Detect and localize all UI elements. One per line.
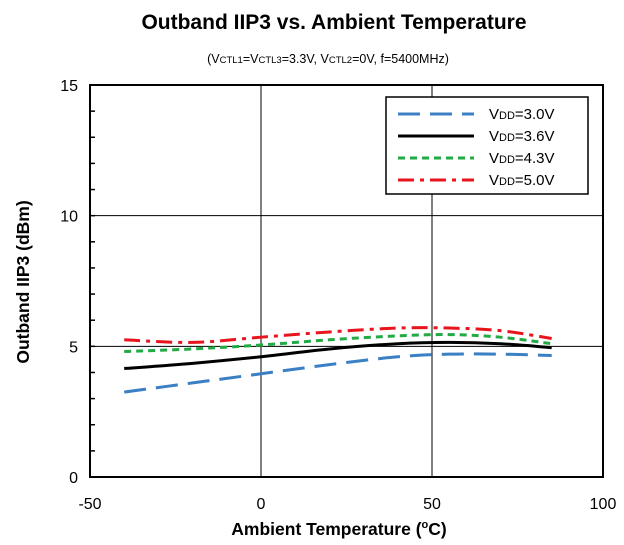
x-tick-label: 0: [257, 496, 266, 513]
y-tick-label: 5: [69, 339, 78, 356]
y-tick-labels: 0 5 10 15: [60, 78, 78, 487]
legend-label-3: VDD=4.3V: [489, 150, 555, 167]
series-line-4: [124, 326, 552, 344]
legend-label-1: VDD=3.0V: [489, 106, 555, 123]
y-axis-label: Outband IIP3 (dBm): [13, 200, 33, 363]
x-tick-label: 100: [590, 496, 617, 513]
x-tick-label: 50: [423, 496, 441, 513]
legend-label-2: VDD=3.6V: [489, 128, 555, 145]
legend: VDD=3.0V VDD=3.6V VDD=4.3V VDD=5.0V: [385, 96, 589, 195]
chart-subtitle: (VCTL1=VCTL3=3.3V, VCTL2=0V, f=5400MHz): [207, 52, 449, 66]
y-tick-label: 0: [69, 470, 78, 487]
legend-box: [385, 96, 589, 195]
x-axis-label: Ambient Temperature (oC): [231, 519, 446, 539]
series-line-1: [124, 352, 552, 394]
y-tick-label: 10: [60, 209, 78, 226]
legend-label-4: VDD=5.0V: [489, 172, 555, 189]
chart-title: Outband IIP3 vs. Ambient Temperature: [141, 11, 526, 34]
series-line-3: [124, 333, 552, 354]
plot-area: [89, 84, 604, 478]
series-line-2: [124, 340, 552, 371]
x-tick-labels: -50 0 50 100: [78, 496, 616, 513]
x-tick-label: -50: [78, 496, 101, 513]
series-layer: [124, 326, 552, 394]
y-tick-label: 15: [60, 78, 78, 95]
